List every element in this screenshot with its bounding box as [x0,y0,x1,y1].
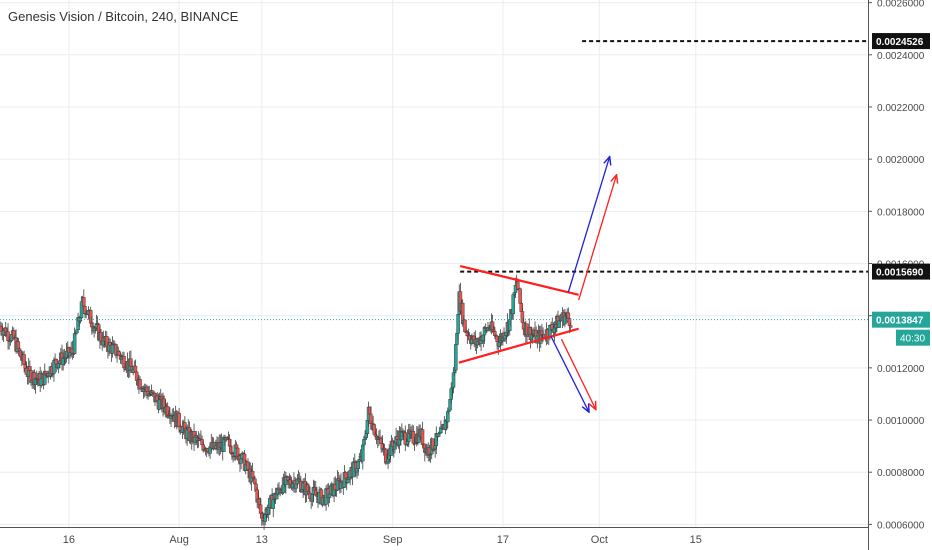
candle-up [356,461,360,469]
level-price-badge [872,33,930,50]
x-tick-label: Aug [169,534,189,546]
candle-down [343,472,348,479]
y-tick-label: 0.0026000 [877,0,925,10]
level-price-badge [872,263,930,280]
candle-down [568,325,573,328]
candle-up [72,333,77,354]
y-tick-label: 0.0020000 [877,155,925,166]
candle-up [327,493,332,499]
candle-up [456,314,460,334]
countdown-badge [896,329,930,346]
candle-up [454,344,458,371]
x-tick-label: Oct [591,534,608,546]
candles-group [0,274,573,530]
y-tick-label: 0.0012000 [877,364,925,375]
y-tick-label: 0.0008000 [877,468,925,479]
candle-down [250,471,255,478]
y-tick-label: 0.0022000 [877,103,925,114]
last-price-badge [872,311,930,328]
countdown-label: 40:30 [900,334,925,345]
candle-up [110,344,115,354]
lower-trendline [458,327,579,364]
last-price-label: 0.0013847 [876,316,924,327]
y-tick-label: 0.0006000 [877,520,925,531]
candle-up [511,294,515,315]
y-tick-label: 0.0024000 [877,51,925,62]
breakout-up-red-arrow [578,175,617,301]
x-tick-label: 15 [690,534,702,546]
breakout-up-blue-arrow [567,157,609,293]
candle-down [420,429,425,445]
x-tick-label: 17 [497,534,509,546]
upper-trendline [459,265,579,296]
breakdown-blue-arrow [550,336,589,413]
candle-up [75,329,79,334]
breakdown-red-arrow [560,338,595,409]
y-tick-label: 0.0018000 [877,207,925,218]
candle-down [566,312,571,319]
x-tick-label: 13 [256,534,268,546]
candle-up [346,479,350,483]
y-tick-label: 0.0010000 [877,416,925,427]
candle-down [518,288,522,304]
level-price-label: 0.0015690 [876,268,924,279]
x-tick-label: 16 [63,534,75,546]
chart-title: Genesis Vision / Bitcoin, 240, BINANCE [8,9,239,24]
x-tick-label: Sep [383,534,403,546]
level-price-label: 0.0024526 [876,37,924,48]
